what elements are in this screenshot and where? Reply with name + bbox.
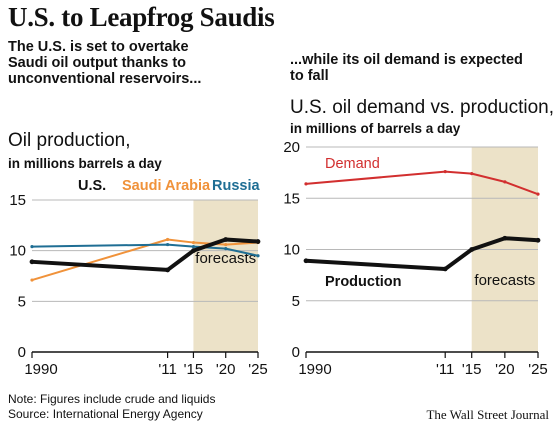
right-chart-unit: in millions of barrels a day bbox=[290, 121, 461, 136]
chart2-data-point bbox=[304, 182, 308, 186]
chart1-legend-u-s-: U.S. bbox=[78, 178, 106, 194]
chart2-data-point bbox=[303, 258, 309, 264]
chart1-data-point bbox=[165, 267, 171, 273]
chart1-data-point bbox=[224, 242, 228, 247]
chart1-data-point bbox=[30, 245, 34, 249]
chart2-y-tick-label: 15 bbox=[283, 190, 300, 207]
chart1-x-tick-label: '11 bbox=[158, 361, 176, 378]
chart2-data-point bbox=[442, 266, 448, 272]
chart2-series-label-demand: Demand bbox=[325, 156, 380, 172]
left-chart-title: Oil production, bbox=[8, 130, 131, 151]
chart2-y-tick-label: 20 bbox=[283, 139, 300, 156]
chart1-data-point bbox=[191, 245, 196, 249]
chart2-x-tick-label: '20 bbox=[495, 361, 515, 378]
chart1-y-tick-label: 0 bbox=[18, 344, 26, 361]
chart2-data-point bbox=[535, 237, 541, 243]
chart2-data-point bbox=[536, 192, 540, 196]
chart2-y-tick-label: 0 bbox=[292, 344, 300, 361]
right-chart-title: U.S. oil demand vs. production, bbox=[290, 97, 555, 118]
credit: The Wall Street Journal bbox=[426, 407, 549, 422]
chart1-forecast-label: forecasts bbox=[195, 250, 256, 267]
chart1-data-point bbox=[256, 254, 260, 258]
chart1-x-tick-label: '20 bbox=[216, 361, 236, 378]
chart1-data-point bbox=[191, 240, 196, 245]
chart2-data-point bbox=[502, 235, 508, 241]
chart1-data-point bbox=[223, 237, 229, 242]
chart2-data-point bbox=[503, 180, 507, 184]
chart1-data-point bbox=[166, 242, 170, 247]
chart1-data-point bbox=[30, 278, 34, 282]
chart1-y-tick-label: 5 bbox=[18, 293, 26, 310]
chart1-legend-saudi-arabia: Saudi Arabia bbox=[122, 178, 211, 194]
chart2-data-point bbox=[470, 172, 474, 176]
chart1-data-point bbox=[191, 248, 196, 254]
graphic-title: U.S. to Leapfrog Saudis bbox=[8, 2, 275, 32]
chart2-x-tick-label: '25 bbox=[528, 361, 548, 378]
chart1-y-tick-label: 10 bbox=[9, 243, 26, 260]
chart1-data-point bbox=[166, 237, 170, 242]
right-subtitle: ...while its oil demand is expected to f… bbox=[290, 52, 523, 84]
left-subtitle: The U.S. is set to overtake Saudi oil ou… bbox=[8, 39, 202, 87]
chart1-x-tick-label: '25 bbox=[248, 361, 268, 378]
chart2-series-label-production: Production bbox=[325, 274, 402, 290]
chart1-forecast-band bbox=[193, 200, 258, 352]
chart2-data-point bbox=[443, 170, 447, 174]
note: Note: Figures include crude and liquids bbox=[8, 392, 216, 406]
chart1-data-point bbox=[255, 239, 261, 244]
chart1-y-tick-label: 15 bbox=[9, 192, 26, 209]
chart1-legend-russia: Russia bbox=[212, 178, 260, 194]
chart2-data-point bbox=[469, 247, 475, 252]
chart1-data-point bbox=[224, 247, 228, 251]
chart2-forecast-label: forecasts bbox=[474, 272, 535, 289]
chart1-x-tick-label: 1990 bbox=[24, 361, 57, 378]
chart1-x-tick-label: '15 bbox=[184, 361, 204, 378]
left-chart-unit: in millions barrels a day bbox=[8, 156, 162, 171]
chart2-x-tick-label: '11 bbox=[436, 361, 454, 378]
chart2-y-tick-label: 5 bbox=[292, 293, 300, 310]
source: Source: International Energy Agency bbox=[8, 407, 203, 421]
chart2-x-tick-label: 1990 bbox=[298, 361, 331, 378]
chart2-x-tick-label: '15 bbox=[462, 361, 482, 378]
chart1-data-point bbox=[29, 259, 35, 265]
chart2-y-tick-label: 10 bbox=[283, 242, 300, 259]
